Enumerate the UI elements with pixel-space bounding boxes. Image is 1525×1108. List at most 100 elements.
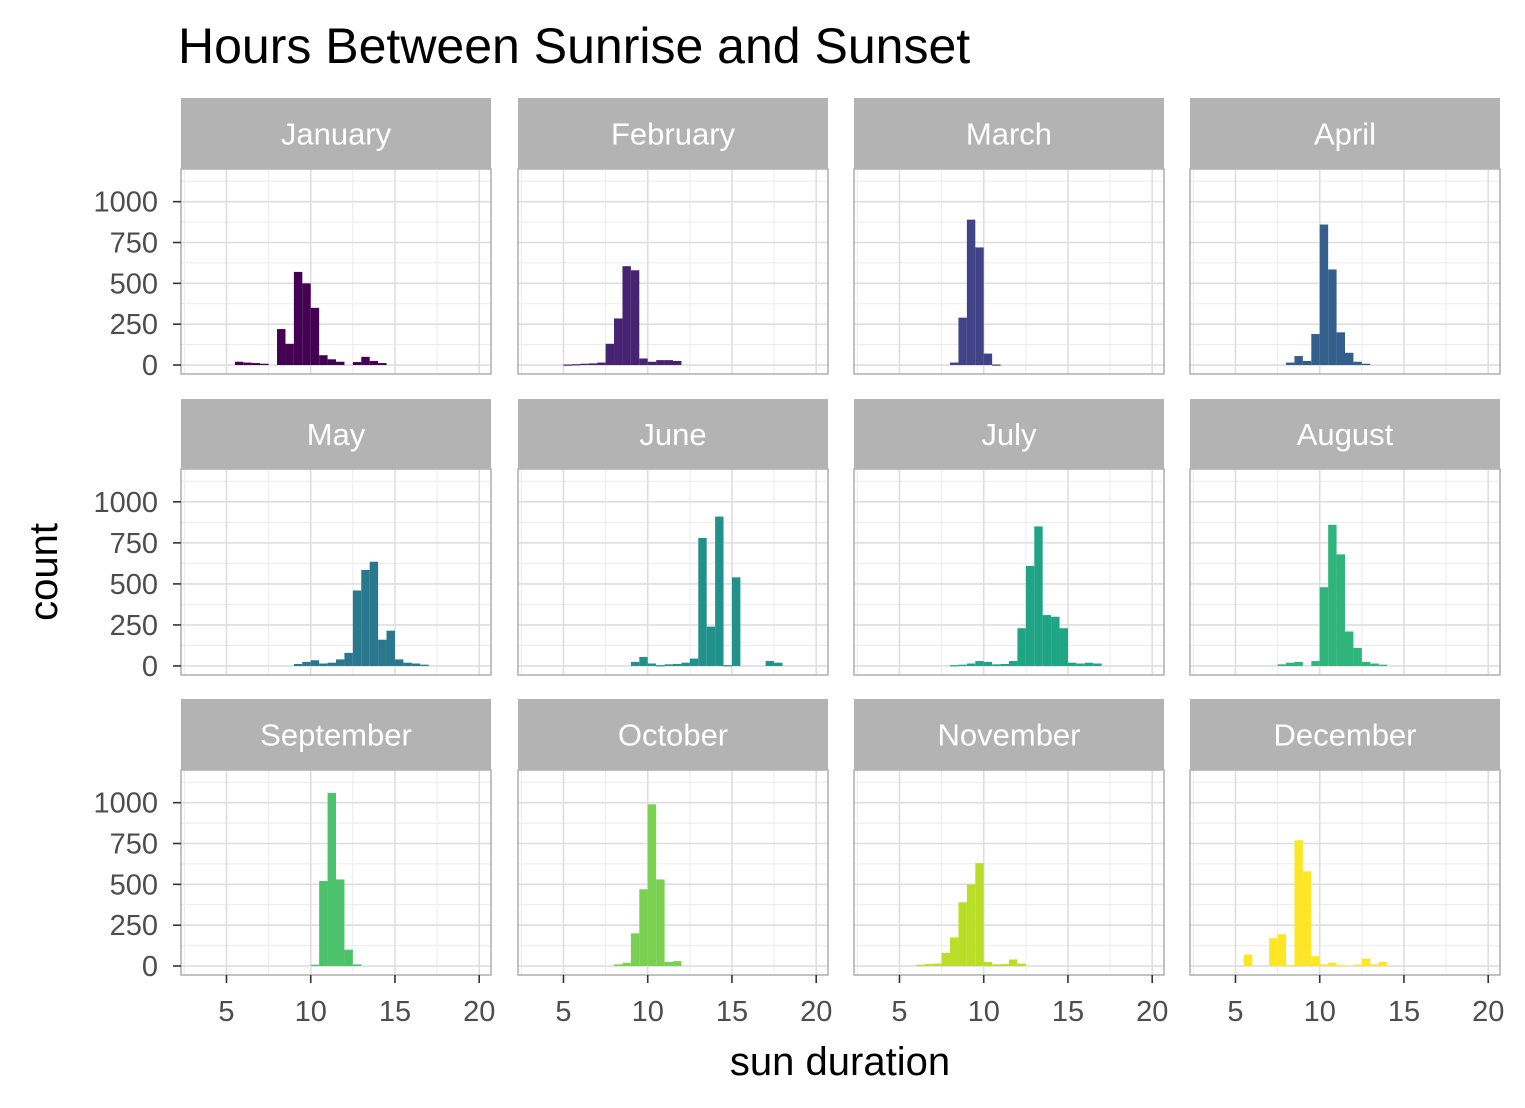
y-tick-label: 500 bbox=[110, 569, 158, 601]
bar bbox=[369, 561, 379, 666]
strip-september bbox=[181, 699, 491, 770]
panel-november: November 5 10 15 20 bbox=[853, 699, 1168, 1028]
bar bbox=[293, 664, 303, 666]
x-tick-label: 10 bbox=[295, 996, 327, 1028]
x-tick-label: 15 bbox=[379, 996, 411, 1028]
bar bbox=[1370, 663, 1379, 666]
bar bbox=[630, 270, 640, 366]
bar bbox=[1286, 662, 1295, 666]
bar bbox=[614, 318, 623, 366]
bar bbox=[327, 792, 336, 967]
bar bbox=[336, 879, 345, 967]
bar bbox=[597, 362, 606, 366]
bar bbox=[958, 902, 967, 967]
bar bbox=[647, 361, 657, 366]
y-tick-label: 0 bbox=[142, 651, 158, 683]
bar bbox=[344, 652, 353, 666]
bar bbox=[664, 961, 673, 967]
panel-december: December 5 10 15 20 bbox=[1189, 699, 1504, 1028]
bar bbox=[647, 663, 657, 666]
bar bbox=[983, 661, 993, 666]
bar bbox=[1017, 963, 1026, 967]
bar bbox=[1353, 964, 1362, 967]
bar bbox=[1059, 628, 1068, 666]
bar bbox=[386, 630, 395, 666]
bar bbox=[958, 664, 967, 666]
y-tick-label: 250 bbox=[110, 910, 158, 942]
strip-label-january: January bbox=[281, 117, 392, 152]
bar bbox=[1294, 840, 1303, 967]
bar bbox=[966, 884, 976, 967]
bar bbox=[302, 661, 311, 666]
bar bbox=[664, 360, 673, 366]
strip-march bbox=[854, 98, 1164, 169]
bar bbox=[1319, 964, 1329, 967]
bar bbox=[723, 665, 732, 667]
bar bbox=[1319, 224, 1329, 366]
bar bbox=[1042, 615, 1052, 666]
bar bbox=[941, 952, 951, 967]
bar bbox=[1017, 628, 1026, 666]
bar bbox=[1328, 524, 1337, 666]
bar bbox=[1067, 662, 1077, 666]
bar bbox=[1009, 661, 1018, 666]
bar bbox=[285, 343, 294, 366]
chart-title: Hours Between Sunrise and Sunset bbox=[178, 18, 970, 74]
bar bbox=[656, 879, 665, 967]
bar bbox=[1277, 664, 1287, 666]
panel-border bbox=[853, 468, 1165, 676]
bar bbox=[706, 626, 716, 666]
bar bbox=[983, 961, 993, 967]
x-tick-label: 10 bbox=[968, 996, 1000, 1028]
panel-october: October 5 10 15 20 bbox=[517, 699, 832, 1028]
strip-june bbox=[518, 399, 828, 469]
y-tick-label: 750 bbox=[110, 228, 158, 260]
bar bbox=[1328, 962, 1337, 967]
bar bbox=[639, 358, 648, 366]
x-tick-label: 5 bbox=[555, 996, 571, 1028]
panel-february: February bbox=[517, 98, 829, 375]
panel-july: July bbox=[853, 399, 1165, 676]
strip-april bbox=[1190, 98, 1500, 169]
bar bbox=[352, 964, 362, 967]
strip-february bbox=[518, 98, 828, 169]
panel-september: September 0 250 500 750 1000 5 10 15 20 bbox=[93, 699, 495, 1028]
bar bbox=[950, 362, 959, 366]
bar bbox=[656, 360, 665, 366]
bar bbox=[327, 359, 336, 366]
bar bbox=[673, 961, 682, 967]
bar bbox=[403, 662, 412, 666]
x-axis-title: sun duration bbox=[730, 1040, 950, 1084]
y-tick-label: 750 bbox=[110, 528, 158, 560]
bar bbox=[260, 363, 269, 366]
bar bbox=[630, 661, 640, 666]
strip-label-april: April bbox=[1314, 117, 1376, 152]
bar bbox=[1311, 333, 1320, 366]
panel-border bbox=[1189, 468, 1501, 676]
bar bbox=[1361, 363, 1371, 366]
bar bbox=[1302, 871, 1312, 967]
panel-border bbox=[517, 769, 829, 976]
bar bbox=[1093, 663, 1102, 666]
bar bbox=[958, 317, 967, 366]
bar bbox=[1051, 616, 1060, 666]
bar bbox=[571, 364, 581, 366]
bar bbox=[1302, 360, 1312, 366]
bar bbox=[293, 271, 303, 366]
bar bbox=[630, 933, 640, 967]
bar bbox=[1286, 362, 1295, 366]
x-tick-label: 20 bbox=[1136, 996, 1168, 1028]
bar bbox=[310, 660, 320, 666]
x-tick-label: 15 bbox=[716, 996, 748, 1028]
y-tick-label: 1000 bbox=[93, 487, 158, 519]
panel-border bbox=[180, 769, 492, 976]
bar bbox=[1311, 956, 1320, 967]
bar bbox=[352, 362, 362, 366]
strip-label-august: August bbox=[1297, 417, 1394, 452]
bar bbox=[1294, 661, 1303, 666]
y-tick-label: 750 bbox=[110, 829, 158, 861]
x-tick-label: 10 bbox=[1304, 996, 1336, 1028]
y-tick-label: 500 bbox=[110, 869, 158, 901]
